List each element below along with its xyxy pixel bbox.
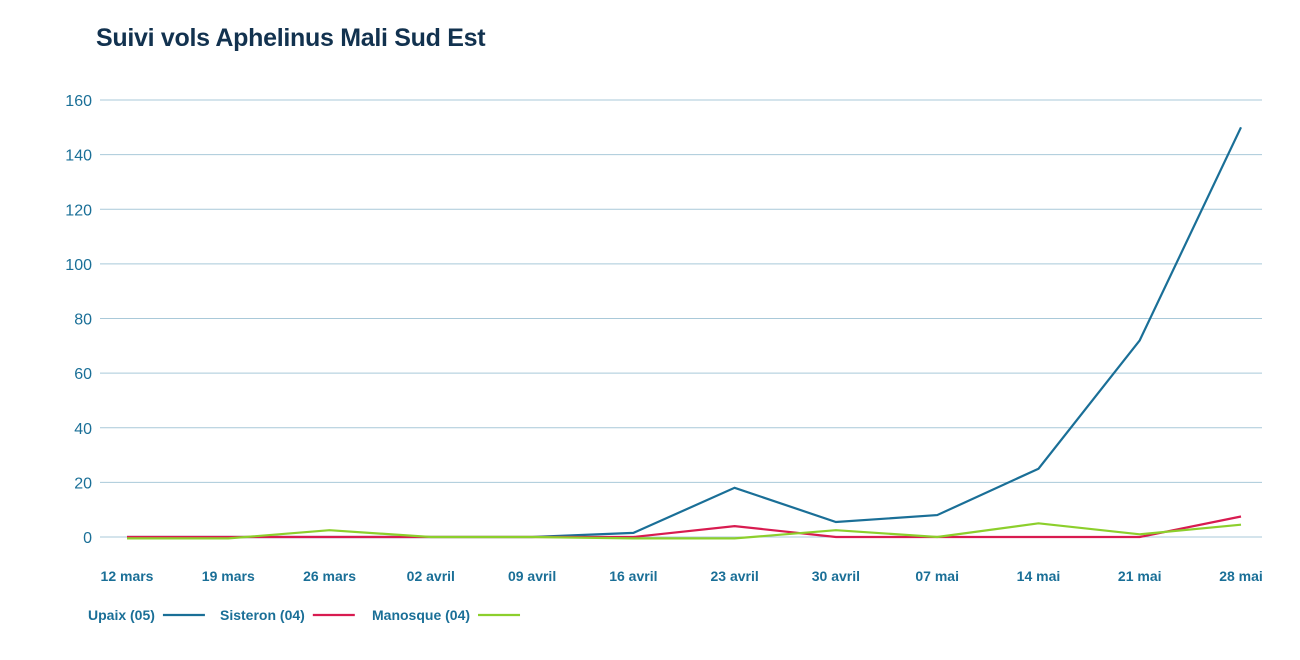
legend-label: Upaix (05) <box>88 607 155 623</box>
x-tick-label: 12 mars <box>101 568 154 584</box>
x-tick-label: 14 mai <box>1017 568 1061 584</box>
legend-item-upaix-05: Upaix (05) <box>88 607 205 623</box>
y-tick-label: 120 <box>65 202 92 219</box>
y-tick-label: 80 <box>74 312 92 329</box>
x-tick-label: 07 mai <box>915 568 959 584</box>
gridlines <box>100 99 1262 538</box>
x-tick-label: 30 avril <box>812 568 860 584</box>
x-tick-label: 09 avril <box>508 568 556 584</box>
y-tick-label: 160 <box>65 93 92 110</box>
y-tick-label: 40 <box>74 421 92 438</box>
x-tick-label: 28 mai <box>1219 568 1263 584</box>
x-tick-label: 23 avril <box>711 568 759 584</box>
x-tick-label: 21 mai <box>1118 568 1162 584</box>
legend-label: Manosque (04) <box>372 607 470 623</box>
y-tick-label: 20 <box>74 475 92 492</box>
y-tick-label: 140 <box>65 148 92 165</box>
x-tick-label: 16 avril <box>609 568 657 584</box>
x-tick-label: 19 mars <box>202 568 255 584</box>
chart-title: Suivi vols Aphelinus Mali Sud Est <box>96 24 486 52</box>
legend: Upaix (05) Sisteron (04) Manosque (04) <box>88 607 521 623</box>
y-axis: 0 20 40 60 80 100 120 140 160 <box>65 93 92 547</box>
series-line-manosque-04 <box>127 522 1242 540</box>
legend-label: Sisteron (04) <box>220 607 305 623</box>
x-axis: 12 mars 19 mars 26 mars 02 avril 09 avril 16 … <box>101 568 1263 584</box>
y-tick-label: 60 <box>74 366 92 383</box>
y-tick-label: 0 <box>83 530 92 547</box>
series-line-upaix-05 <box>127 126 1242 539</box>
series-lines <box>127 126 1242 540</box>
y-tick-label: 100 <box>65 257 92 274</box>
x-tick-label: 02 avril <box>407 568 455 584</box>
series-line-sisteron-04 <box>127 515 1242 539</box>
legend-item-manosque-04: Manosque (04) <box>372 607 521 623</box>
x-tick-label: 26 mars <box>303 568 356 584</box>
legend-item-sisteron-04: Sisteron (04) <box>220 607 355 623</box>
